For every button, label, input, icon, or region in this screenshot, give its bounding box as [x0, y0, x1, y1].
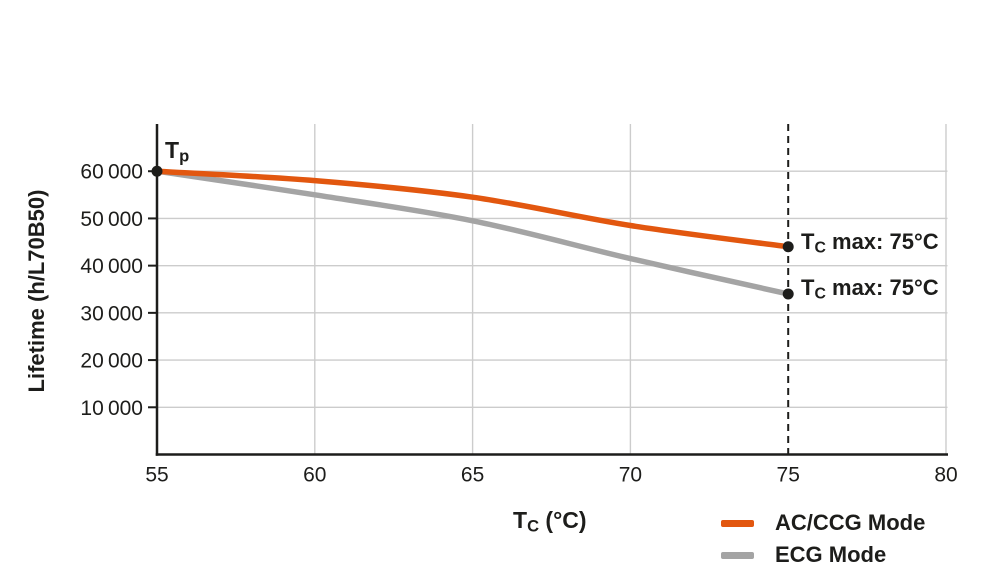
- accg-mode-swatch-icon: [721, 519, 754, 527]
- legend-item-ecg-mode: ECG Mode: [721, 539, 925, 567]
- tc-max-ac-sub: C: [814, 239, 826, 257]
- tp-sub: p: [179, 146, 190, 166]
- x-tick-label: 80: [934, 464, 957, 487]
- legend-label-ecg-mode: ECG Mode: [775, 542, 887, 567]
- y-tick-label: 50 000: [80, 208, 143, 231]
- ecg-mode-swatch-icon: [721, 551, 754, 559]
- tc-max-ecg-rest: max: 75°C: [825, 275, 939, 300]
- y-tick-label: 10 000: [80, 397, 143, 420]
- x-tick-label: 65: [461, 464, 484, 487]
- tc-max-end-point-ac-ccg-mode: [782, 241, 794, 253]
- x-tick-label: 55: [145, 464, 168, 487]
- tc-max-end-point-ecg-mode: [782, 288, 794, 300]
- tc-max-ac-annotation: TC max: 75°C: [801, 229, 939, 257]
- tc-max-ac-rest: max: 75°C: [825, 229, 939, 254]
- x-axis-title-rest: (°C): [539, 507, 587, 533]
- x-axis-title: TC (°C): [513, 507, 587, 537]
- x-tick-label: 60: [303, 464, 326, 487]
- y-tick-label: 60 000: [80, 161, 143, 184]
- x-tick-label: 70: [619, 464, 642, 487]
- tp-annotation: Tp: [165, 137, 189, 167]
- y-axis-title: Lifetime (h/L70B50): [24, 190, 50, 393]
- y-tick-label: 20 000: [80, 350, 143, 373]
- y-tick-label: 40 000: [80, 255, 143, 278]
- x-tick-label: 75: [777, 464, 800, 487]
- series-line-ac-ccg-mode: [156, 168, 789, 250]
- legend-item-accg-mode: AC/CCG Mode: [721, 507, 925, 539]
- y-tick-label: 30 000: [80, 302, 143, 325]
- tp-base: T: [165, 137, 180, 163]
- tp-start-point: [151, 165, 163, 177]
- y-axis-title-text: Lifetime (h/L70B50): [24, 189, 49, 393]
- tc-max-ecg-annotation: TC max: 75°C: [801, 275, 939, 303]
- tc-max-ecg-sub: C: [814, 285, 826, 303]
- x-axis-title-sub: C: [527, 516, 540, 536]
- tc-max-ac-base: T: [801, 229, 815, 254]
- x-axis-title-base: T: [513, 507, 528, 533]
- legend: AC/CCG Mode ECG Mode: [721, 507, 925, 567]
- tc-max-ecg-base: T: [801, 275, 815, 300]
- series-line-ecg-mode: [156, 168, 789, 297]
- legend-label-accg-mode: AC/CCG Mode: [775, 510, 926, 535]
